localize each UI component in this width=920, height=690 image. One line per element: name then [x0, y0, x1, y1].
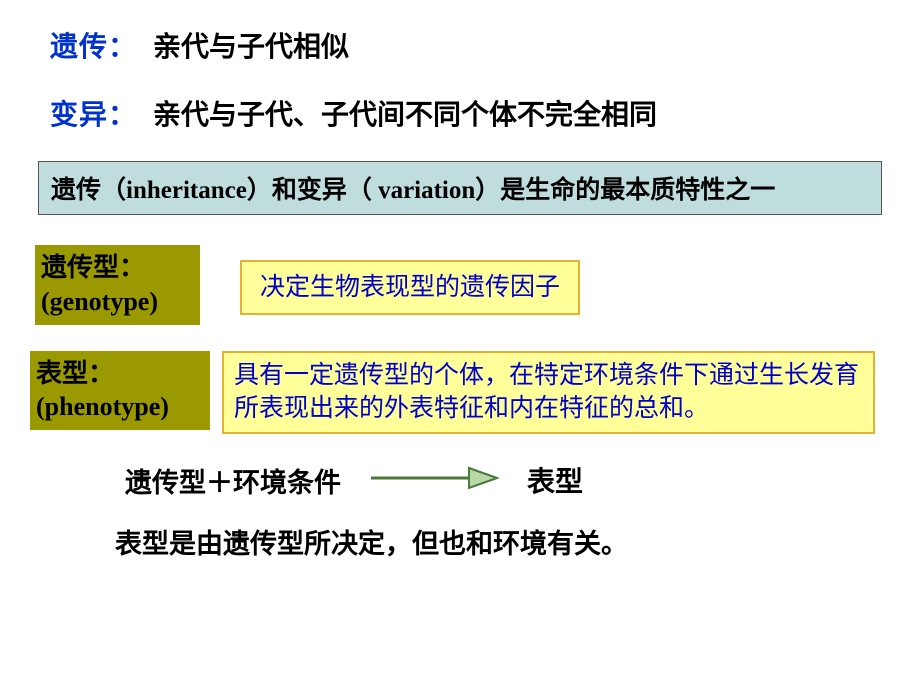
formula-row: 遗传型＋环境条件 表型 — [125, 460, 890, 500]
banner-statement: 遗传（inheritance）和变异（ variation）是生命的最本质特性之… — [38, 161, 882, 215]
slide-content: 遗传： 亲代与子代相似 变异： 亲代与子代、子代间不同个体不完全相同 遗传（in… — [0, 0, 920, 690]
phenotype-label-cn: 表型： — [36, 357, 204, 391]
heredity-desc: 亲代与子代相似 — [153, 32, 349, 63]
genotype-label-box: 遗传型： (genotype) — [35, 245, 200, 325]
genotype-label-en: (genotype) — [41, 285, 194, 319]
formula-left: 遗传型＋环境条件 — [125, 461, 341, 500]
formula-right: 表型 — [527, 460, 583, 500]
phenotype-row: 表型： (phenotype) 具有一定遗传型的个体，在特定环境条件下通过生长发… — [30, 351, 890, 435]
variation-line: 变异： 亲代与子代、子代间不同个体不完全相同 — [50, 93, 890, 133]
genotype-row: 遗传型： (genotype) 决定生物表现型的遗传因子 — [30, 245, 890, 325]
phenotype-desc-box: 具有一定遗传型的个体，在特定环境条件下通过生长发育所表现出来的外表特征和内在特征… — [222, 351, 875, 435]
phenotype-label-box: 表型： (phenotype) — [30, 351, 210, 431]
arrow-icon — [369, 464, 499, 497]
conclusion-text: 表型是由遗传型所决定，但也和环境有关。 — [115, 522, 890, 561]
genotype-label-cn: 遗传型： — [41, 251, 194, 285]
phenotype-label-en: (phenotype) — [36, 390, 204, 424]
variation-desc: 亲代与子代、子代间不同个体不完全相同 — [153, 100, 657, 131]
heredity-line: 遗传： 亲代与子代相似 — [50, 25, 890, 65]
genotype-desc-box: 决定生物表现型的遗传因子 — [240, 260, 580, 315]
variation-label: 变异： — [50, 100, 137, 131]
heredity-label: 遗传： — [50, 32, 137, 63]
